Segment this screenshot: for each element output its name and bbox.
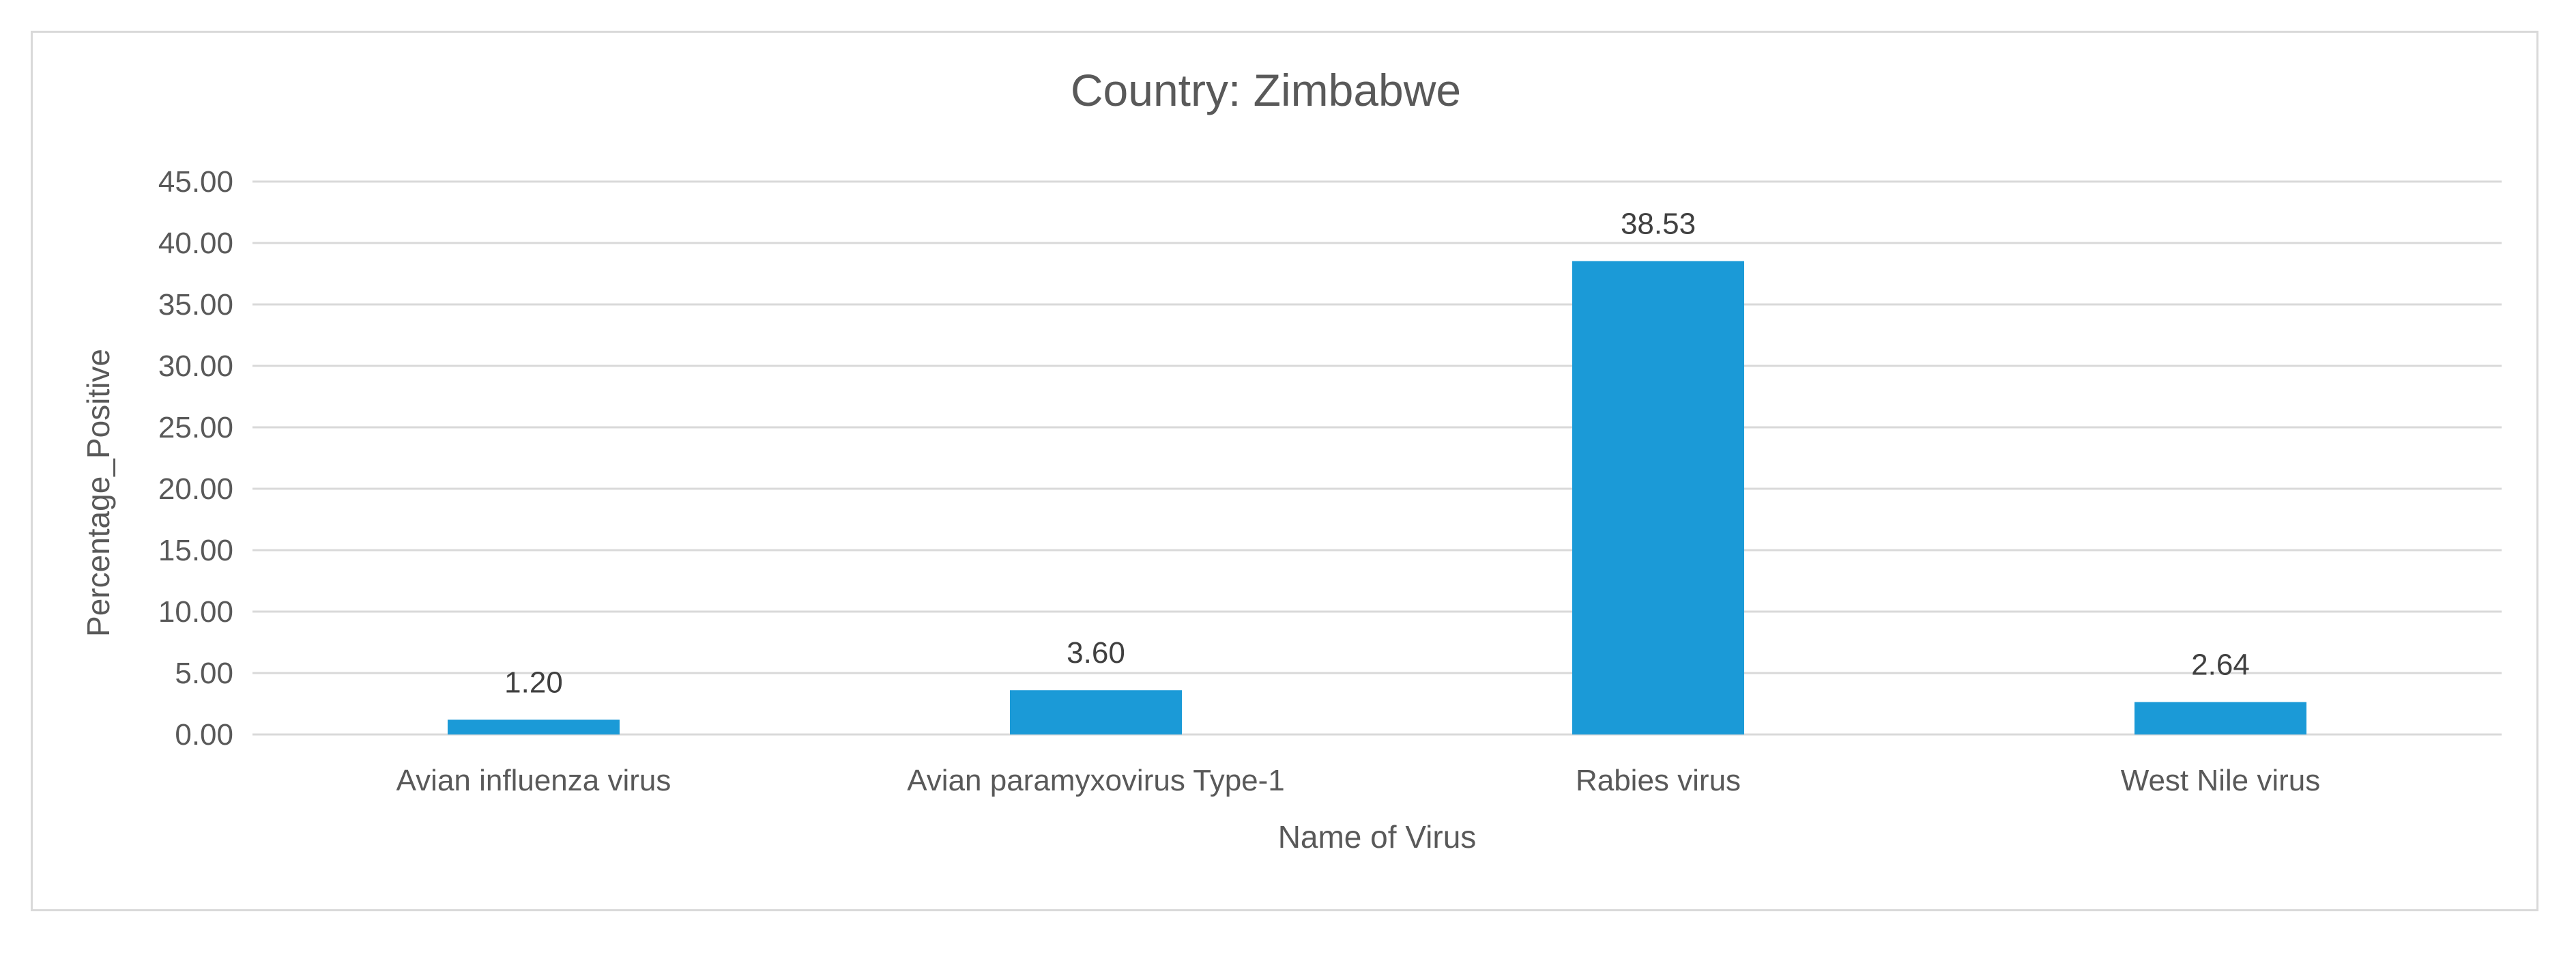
chart-title: Country: Zimbabwe bbox=[1071, 65, 1461, 115]
bar bbox=[2134, 702, 2306, 734]
y-tick-label: 35.00 bbox=[158, 288, 233, 322]
data-label: 38.53 bbox=[1621, 207, 1696, 240]
y-tick-label: 20.00 bbox=[158, 472, 233, 506]
x-category-label: West Nile virus bbox=[2121, 764, 2321, 797]
x-category-label: Rabies virus bbox=[1576, 764, 1741, 797]
gridlines bbox=[252, 180, 2502, 736]
bar bbox=[448, 719, 620, 734]
x-category-label: Avian paramyxovirus Type-1 bbox=[907, 764, 1285, 797]
y-tick-label: 10.00 bbox=[158, 595, 233, 629]
y-tick-label: 45.00 bbox=[158, 165, 233, 199]
x-axis-label: Name of Virus bbox=[1278, 819, 1477, 855]
data-label: 3.60 bbox=[1067, 636, 1125, 670]
data-label: 1.20 bbox=[504, 666, 563, 699]
y-axis-label: Percentage_Positive bbox=[81, 349, 116, 637]
y-tick-label: 30.00 bbox=[158, 349, 233, 383]
data-labels: 1.20 3.60 38.53 2.64 bbox=[504, 207, 2250, 699]
x-axis-categories: Avian influenza virus Avian paramyxovirus… bbox=[396, 764, 2321, 797]
y-tick-label: 5.00 bbox=[175, 657, 233, 690]
bars bbox=[448, 261, 2306, 735]
y-tick-label: 15.00 bbox=[158, 534, 233, 567]
y-axis-ticks: 0.00 5.00 10.00 15.00 20.00 25.00 30.00 35.00 40… bbox=[158, 165, 233, 752]
chart-frame: Country: Zimbabwe 0.00 5.00 10.00 15.00 20.0… bbox=[31, 31, 2538, 911]
bar bbox=[1572, 261, 1744, 735]
bar-chart: Country: Zimbabwe 0.00 5.00 10.00 15.00 20.0… bbox=[81, 65, 2502, 855]
bar bbox=[1010, 690, 1182, 734]
x-category-label: Avian influenza virus bbox=[396, 764, 671, 797]
y-tick-label: 25.00 bbox=[158, 411, 233, 444]
y-tick-label: 40.00 bbox=[158, 227, 233, 260]
y-tick-label: 0.00 bbox=[175, 718, 233, 752]
data-label: 2.64 bbox=[2191, 648, 2250, 681]
